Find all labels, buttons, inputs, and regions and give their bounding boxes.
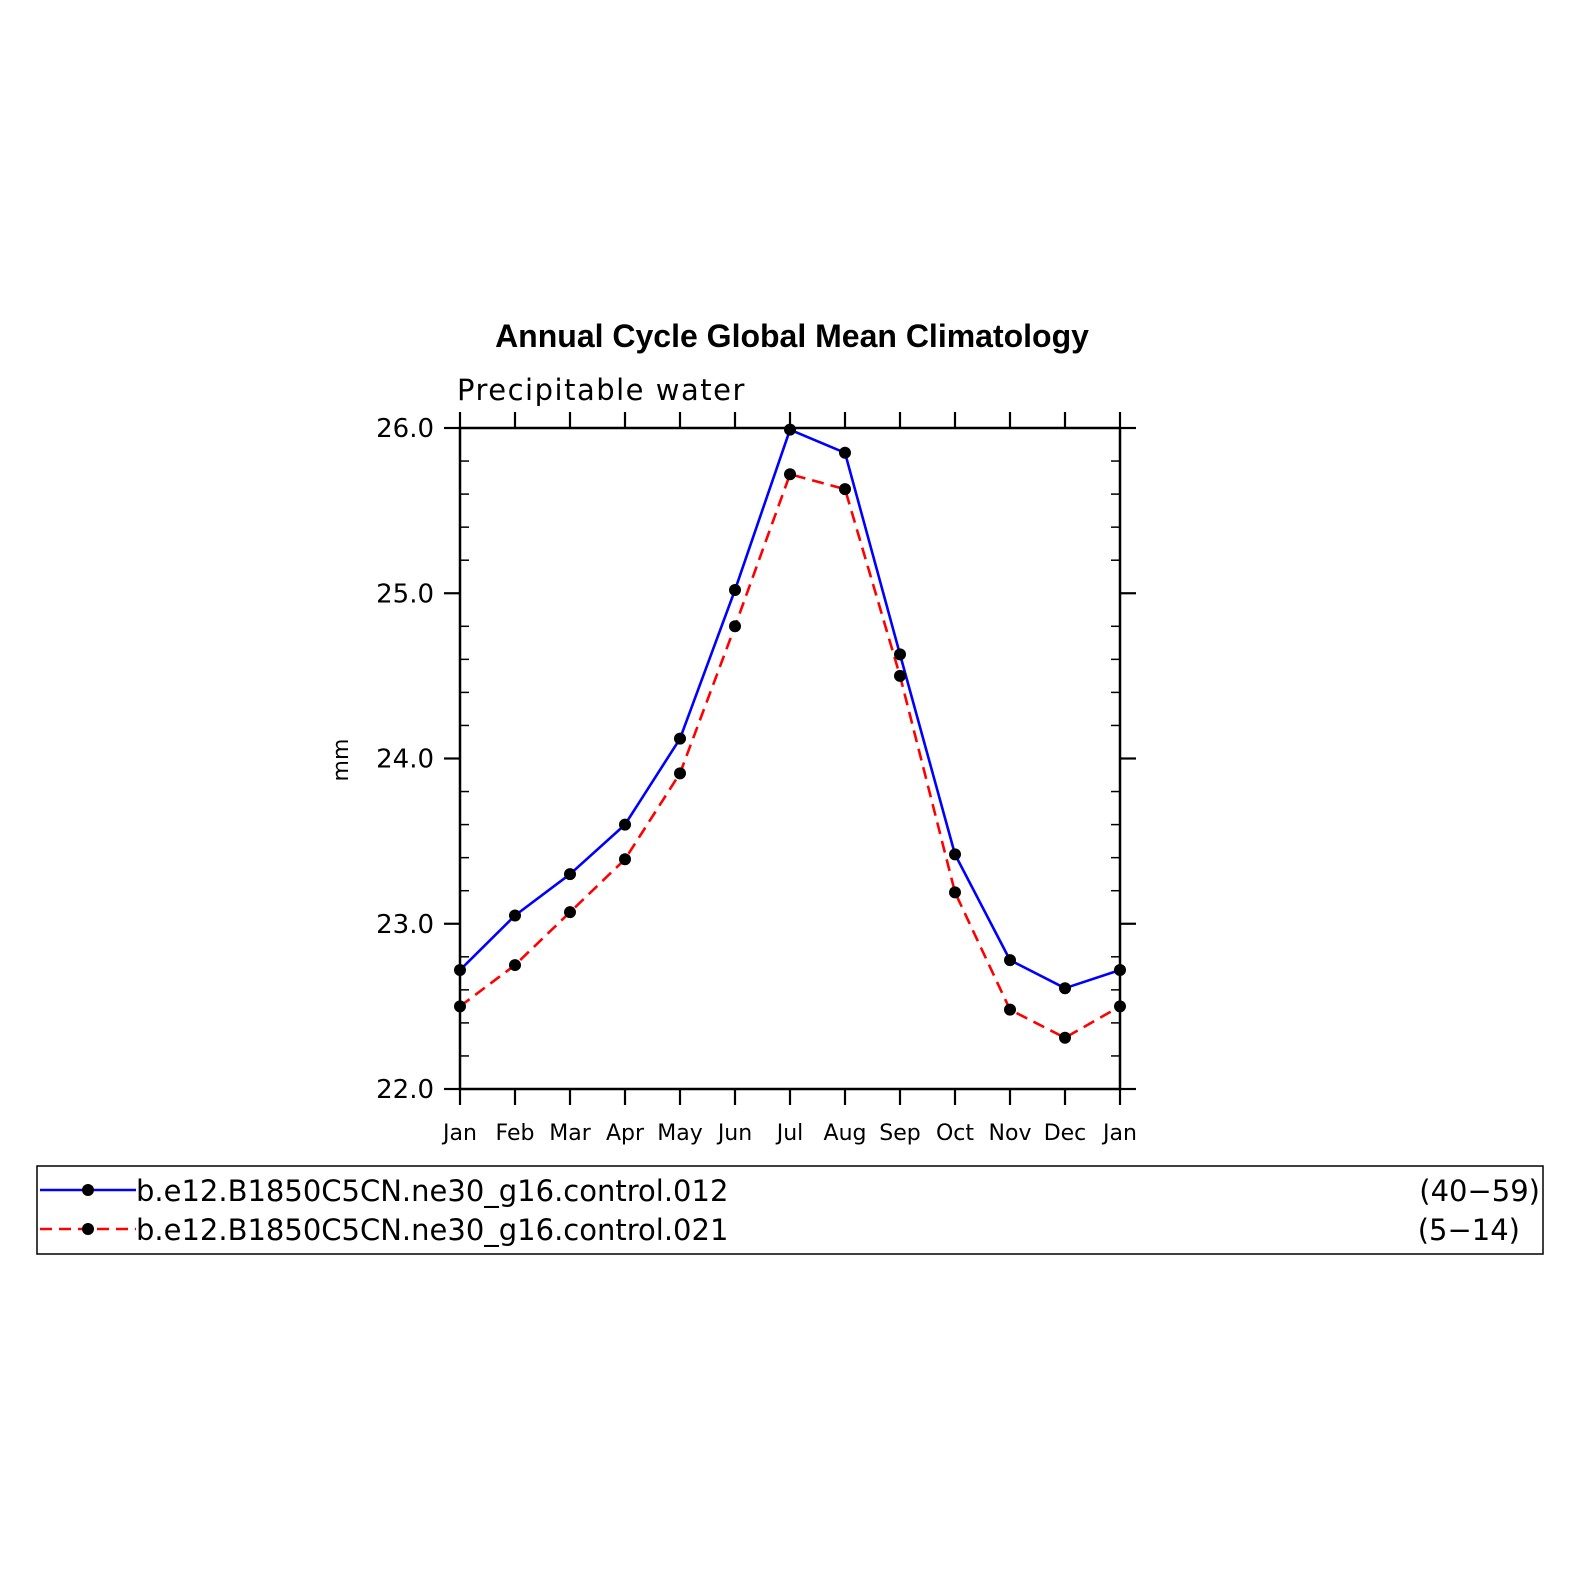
y-tick-label: 26.0 [376, 414, 434, 444]
series-line-2 [459, 472, 1121, 1040]
x-tick-label: Feb [496, 1121, 535, 1146]
series-1-point [509, 909, 521, 922]
series-2-point [949, 886, 961, 899]
x-tick-label: Dec [1044, 1121, 1087, 1146]
y-tick-label: 24.0 [376, 745, 434, 775]
series-2-point [1004, 1003, 1016, 1016]
legend-entry-2: b.e12.B1850C5CN.ne30_g16.control.021 (5−… [40, 1213, 1520, 1247]
legend-label-2: b.e12.B1850C5CN.ne30_g16.control.021 [136, 1213, 728, 1247]
series-1-point [564, 868, 576, 881]
chart-subtitle: Precipitable water [457, 373, 746, 407]
series-2-point [509, 959, 521, 972]
x-tick-label: Sep [879, 1121, 920, 1146]
legend-marker-2 [82, 1223, 94, 1235]
series-2-point [564, 906, 576, 919]
series-line-1 [459, 428, 1121, 990]
legend-label-1: b.e12.B1850C5CN.ne30_g16.control.012 [136, 1174, 728, 1208]
axis-ticks [444, 412, 1136, 1105]
legend-entry-1: b.e12.B1850C5CN.ne30_g16.control.012 (40… [40, 1174, 1540, 1208]
series-2-point [784, 468, 796, 481]
series-1-point [619, 818, 631, 831]
legend-years-1: (40−59) [1419, 1174, 1540, 1208]
series-1-point [729, 583, 741, 596]
x-tick-label: Apr [606, 1121, 645, 1146]
x-tick-label: May [657, 1121, 702, 1146]
series-1-point [454, 964, 466, 977]
y-tick-label: 23.0 [376, 910, 434, 940]
series-1-point [894, 648, 906, 661]
legend-years-2: (5−14) [1418, 1213, 1520, 1247]
series-1-point [839, 446, 851, 459]
y-axis-label: mm [329, 739, 354, 782]
x-tick-label: Jul [775, 1121, 804, 1146]
series-1-point [784, 423, 796, 436]
series-layer [454, 423, 1126, 1044]
series-2-point [1114, 1000, 1126, 1013]
series-2-point [454, 1000, 466, 1013]
x-tick-label: Mar [549, 1121, 591, 1146]
legend-box [36, 1165, 1544, 1255]
y-tick-label: 25.0 [376, 579, 434, 609]
x-tick-label: Jun [716, 1121, 752, 1146]
series-2-point [674, 767, 686, 780]
series-1-point [674, 732, 686, 745]
x-tick-label: Aug [824, 1121, 867, 1146]
y-tick-labels: 22.0 23.0 24.0 25.0 26.0 [376, 414, 434, 1105]
x-tick-labels: Jan Feb Mar Apr May Jun Jul Aug Sep Oct Nov Dec Jan [441, 1121, 1137, 1146]
series-1-point [1114, 964, 1126, 977]
series-1-point [1059, 982, 1071, 995]
x-tick-label: Jan [441, 1121, 477, 1146]
series-2-point [619, 853, 631, 866]
series-2-point [1059, 1031, 1071, 1044]
plot-frame [458, 426, 1122, 1091]
x-tick-label: Oct [936, 1121, 974, 1146]
series-2-point [894, 669, 906, 682]
y-tick-label: 22.0 [376, 1075, 434, 1105]
x-tick-label: Jan [1101, 1121, 1137, 1146]
legend-marker-1 [82, 1184, 94, 1196]
series-1-point [1004, 954, 1016, 967]
series-1-point [949, 848, 961, 861]
series-2-point [729, 620, 741, 633]
x-tick-label: Nov [989, 1121, 1032, 1146]
chart-title: Annual Cycle Global Mean Climatology [495, 318, 1089, 354]
series-2-point [839, 483, 851, 496]
